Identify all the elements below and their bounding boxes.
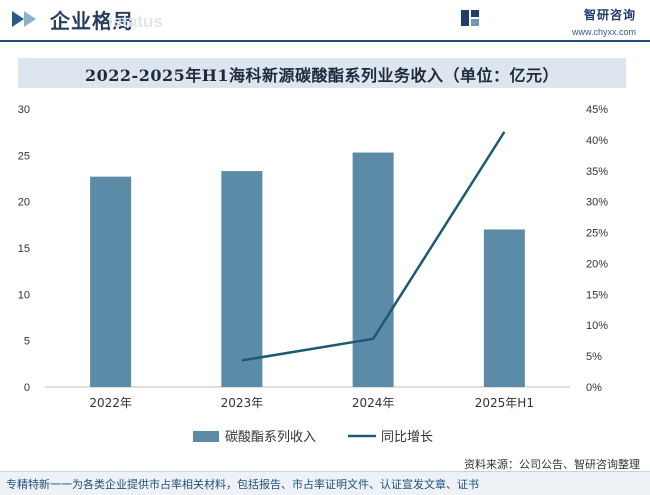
y-right-tick-label: 0% <box>586 382 602 394</box>
chart-title-bar: 2022-2025年H1海科新源碳酸酯系列业务收入（单位：亿元） <box>18 58 626 88</box>
y-right-tick-label: 40% <box>586 135 608 147</box>
x-tick-label: 2022年 <box>89 396 132 410</box>
brand-url: www.chyxx.com <box>571 27 636 37</box>
y-right-tick-label: 35% <box>586 166 608 178</box>
page-footer: 资料来源：公司公告、智研咨询整理 专精特新一一为各类企业提供市占率相关材料，包括… <box>0 452 650 495</box>
chart-title: 2022-2025年H1海科新源碳酸酯系列业务收入（单位：亿元） <box>85 66 559 85</box>
footer-note: 专精特新一一为各类企业提供市占率相关材料，包括报告、市占率证明文件、认证宣发文章… <box>6 478 479 491</box>
y-right-tick-label: 30% <box>586 197 608 209</box>
x-tick-label: 2025年H1 <box>475 396 534 410</box>
x-tick-label: 2023年 <box>221 396 264 410</box>
x-tick-label: 2024年 <box>352 396 395 410</box>
brand-logo-icon <box>460 10 479 26</box>
source-note: 资料来源：公司公告、智研咨询整理 <box>464 458 640 471</box>
y-right-tick-label: 20% <box>586 258 608 270</box>
y-left-tick-label: 25 <box>18 150 30 162</box>
legend-bar-label: 碳酸酯系列收入 <box>225 430 316 445</box>
y-right-tick-label: 25% <box>586 228 608 240</box>
y-right-tick-label: 10% <box>586 320 608 332</box>
legend-bar-swatch <box>193 431 219 442</box>
revenue-bar <box>221 171 263 387</box>
growth-line <box>241 131 506 362</box>
footer-band: 专精特新一一为各类企业提供市占率相关材料，包括报告、市占率证明文件、认证宣发文章… <box>0 471 650 495</box>
y-right-tick-label: 5% <box>586 351 602 363</box>
y-left-tick-label: 30 <box>18 104 30 116</box>
y-left-tick-label: 15 <box>18 243 30 255</box>
header-divider <box>0 40 650 42</box>
header-watermark: istatus <box>108 12 163 31</box>
y-left-tick-label: 20 <box>18 197 30 209</box>
brand-name: 智研咨询 <box>583 8 636 22</box>
double-chevron-icon <box>12 11 36 27</box>
revenue-bar <box>90 176 132 387</box>
brand: 智研咨询 www.chyxx.com <box>460 6 636 37</box>
page-header: 企业格局 istatus 智研咨询 www.chyxx.com <box>0 0 650 40</box>
y-left-tick-label: 0 <box>24 382 30 394</box>
y-left-tick-label: 10 <box>18 289 30 301</box>
y-right-tick-label: 15% <box>586 289 608 301</box>
revenue-bar <box>483 229 525 387</box>
chart: 0 5 10 15 20 25 30 0% 5% 10% 15% 20% 25% 30% 35% 40% 45%… <box>18 104 608 445</box>
y-right-tick-label: 45% <box>586 104 608 116</box>
revenue-bar <box>352 152 394 387</box>
y-left-tick-label: 5 <box>24 336 30 348</box>
legend-line-label: 同比增长 <box>381 430 433 445</box>
footer-divider <box>0 471 650 472</box>
section-title: 企业格局 <box>50 9 134 33</box>
